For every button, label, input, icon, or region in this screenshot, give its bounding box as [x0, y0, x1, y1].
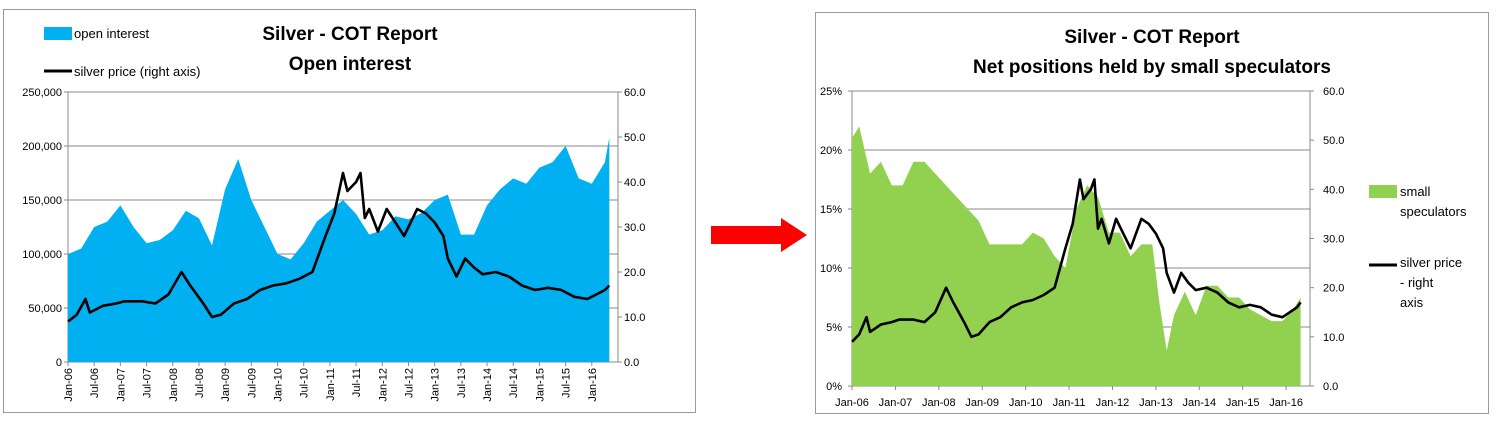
- y-left-tick-label: 150,000: [22, 195, 62, 207]
- legend-label: small: [1400, 184, 1430, 199]
- y-left-tick-label: 15%: [820, 204, 842, 216]
- x-tick-label: Jan-14: [1182, 397, 1216, 409]
- legend-swatch-area: [44, 27, 72, 40]
- x-tick-label: Jul-11: [351, 368, 363, 397]
- y-left-tick-label: 0: [56, 357, 62, 369]
- y-left-tick-label: 20%: [820, 145, 842, 157]
- y-left-tick-label: 50,000: [28, 303, 62, 315]
- x-tick-label: Jul-06: [89, 368, 101, 398]
- chart-open-interest-svg: Silver - COT Report Open interest 0 50,000 1…: [22, 24, 645, 402]
- x-tick-label: Jan-15: [534, 368, 546, 402]
- x-tick-label: Jan-08: [168, 368, 180, 402]
- y-right-tick-label: 20.0: [624, 267, 645, 279]
- y-right-tick-label: 60.0: [1323, 86, 1344, 98]
- x-tick-label: Jan-09: [965, 397, 999, 409]
- y-right-tick-label: 60.0: [624, 87, 645, 99]
- x-tick-label: Jan-09: [220, 368, 232, 402]
- x-tick-label: Jan-13: [1139, 397, 1173, 409]
- chart-title: Silver - COT Report: [262, 24, 438, 45]
- y-right-tick-label: 10.0: [1323, 332, 1344, 344]
- legend-label: silver price: [1400, 255, 1462, 270]
- x-tick-label: Jan-13: [430, 368, 442, 402]
- x-tick-label: Jan-07: [879, 397, 913, 409]
- x-tick-label: Jan-15: [1226, 397, 1260, 409]
- x-tick-label: Jan-06: [835, 397, 869, 409]
- price-line-1: [851, 178, 1302, 343]
- price-line-0: [67, 171, 611, 323]
- x-tick-label: Jan-14: [482, 368, 494, 402]
- chart-subtitle: Open interest: [289, 54, 412, 75]
- y-right-tick-label: 40.0: [624, 177, 645, 189]
- y-right-tick-label: 30.0: [624, 222, 645, 234]
- area-series-0: [68, 137, 610, 362]
- x-tick-label: Jan-08: [922, 397, 956, 409]
- x-tick-label: Jul-07: [142, 368, 154, 398]
- y-right-tick-label: 0.0: [624, 357, 639, 369]
- x-tick-label: Jul-08: [194, 368, 206, 398]
- legend-label: silver price (right axis): [74, 64, 200, 79]
- legend-label: - right: [1400, 275, 1434, 290]
- y-left-tick-label: 250,000: [22, 87, 62, 99]
- y-right-tick-label: 40.0: [1323, 184, 1344, 196]
- x-tick-label: Jul-10: [299, 368, 311, 398]
- arrow-right-icon: [711, 218, 807, 252]
- chart-small-speculators-svg: Silver - COT Report Net positions held by…: [820, 27, 1467, 409]
- y-right-tick-label: 30.0: [1323, 234, 1344, 246]
- x-tick-label: Jan-10: [273, 368, 285, 402]
- chart-open-interest: Silver - COT Report Open interest 0 50,000 1…: [3, 9, 696, 413]
- x-tick-label: Jan-12: [377, 368, 389, 402]
- x-tick-label: Jan-16: [1269, 397, 1303, 409]
- x-tick-label: Jul-15: [561, 368, 573, 398]
- legend-swatch-area: [1369, 185, 1397, 198]
- y-right-tick-label: 50.0: [624, 132, 645, 144]
- y-left-tick-label: 200,000: [22, 141, 62, 153]
- y-right-tick-label: 50.0: [1323, 135, 1344, 147]
- y-right-tick-label: 20.0: [1323, 283, 1344, 295]
- legend-label: open interest: [74, 26, 150, 41]
- chart-small-speculators: Silver - COT Report Net positions held by…: [815, 12, 1489, 414]
- y-left-tick-label: 25%: [820, 86, 842, 98]
- y-left-tick-label: 100,000: [22, 249, 62, 261]
- x-tick-label: Jan-10: [1009, 397, 1043, 409]
- x-tick-label: Jul-13: [456, 368, 468, 398]
- x-tick-label: Jan-06: [63, 368, 75, 402]
- x-tick-label: Jul-09: [246, 368, 258, 398]
- x-tick-label: Jan-11: [1053, 397, 1086, 409]
- legend-label: speculators: [1400, 204, 1467, 219]
- chart-title: Silver - COT Report: [1064, 27, 1240, 48]
- y-left-tick-label: 10%: [820, 263, 842, 275]
- area-series-1: [852, 126, 1301, 387]
- x-tick-label: Jan-07: [115, 368, 127, 402]
- x-tick-label: Jan-16: [587, 368, 599, 402]
- y-right-tick-label: 10.0: [624, 312, 645, 324]
- x-tick-label: Jan-12: [1096, 397, 1130, 409]
- x-tick-label: Jan-11: [325, 368, 337, 401]
- x-tick-label: Jul-14: [508, 368, 520, 398]
- y-right-tick-label: 0.0: [1323, 381, 1338, 393]
- y-left-tick-label: 5%: [826, 322, 842, 334]
- x-tick-label: Jul-12: [403, 368, 415, 398]
- y-left-tick-label: 0%: [826, 381, 842, 393]
- chart-subtitle: Net positions held by small speculators: [973, 57, 1331, 78]
- legend-label: axis: [1400, 295, 1424, 310]
